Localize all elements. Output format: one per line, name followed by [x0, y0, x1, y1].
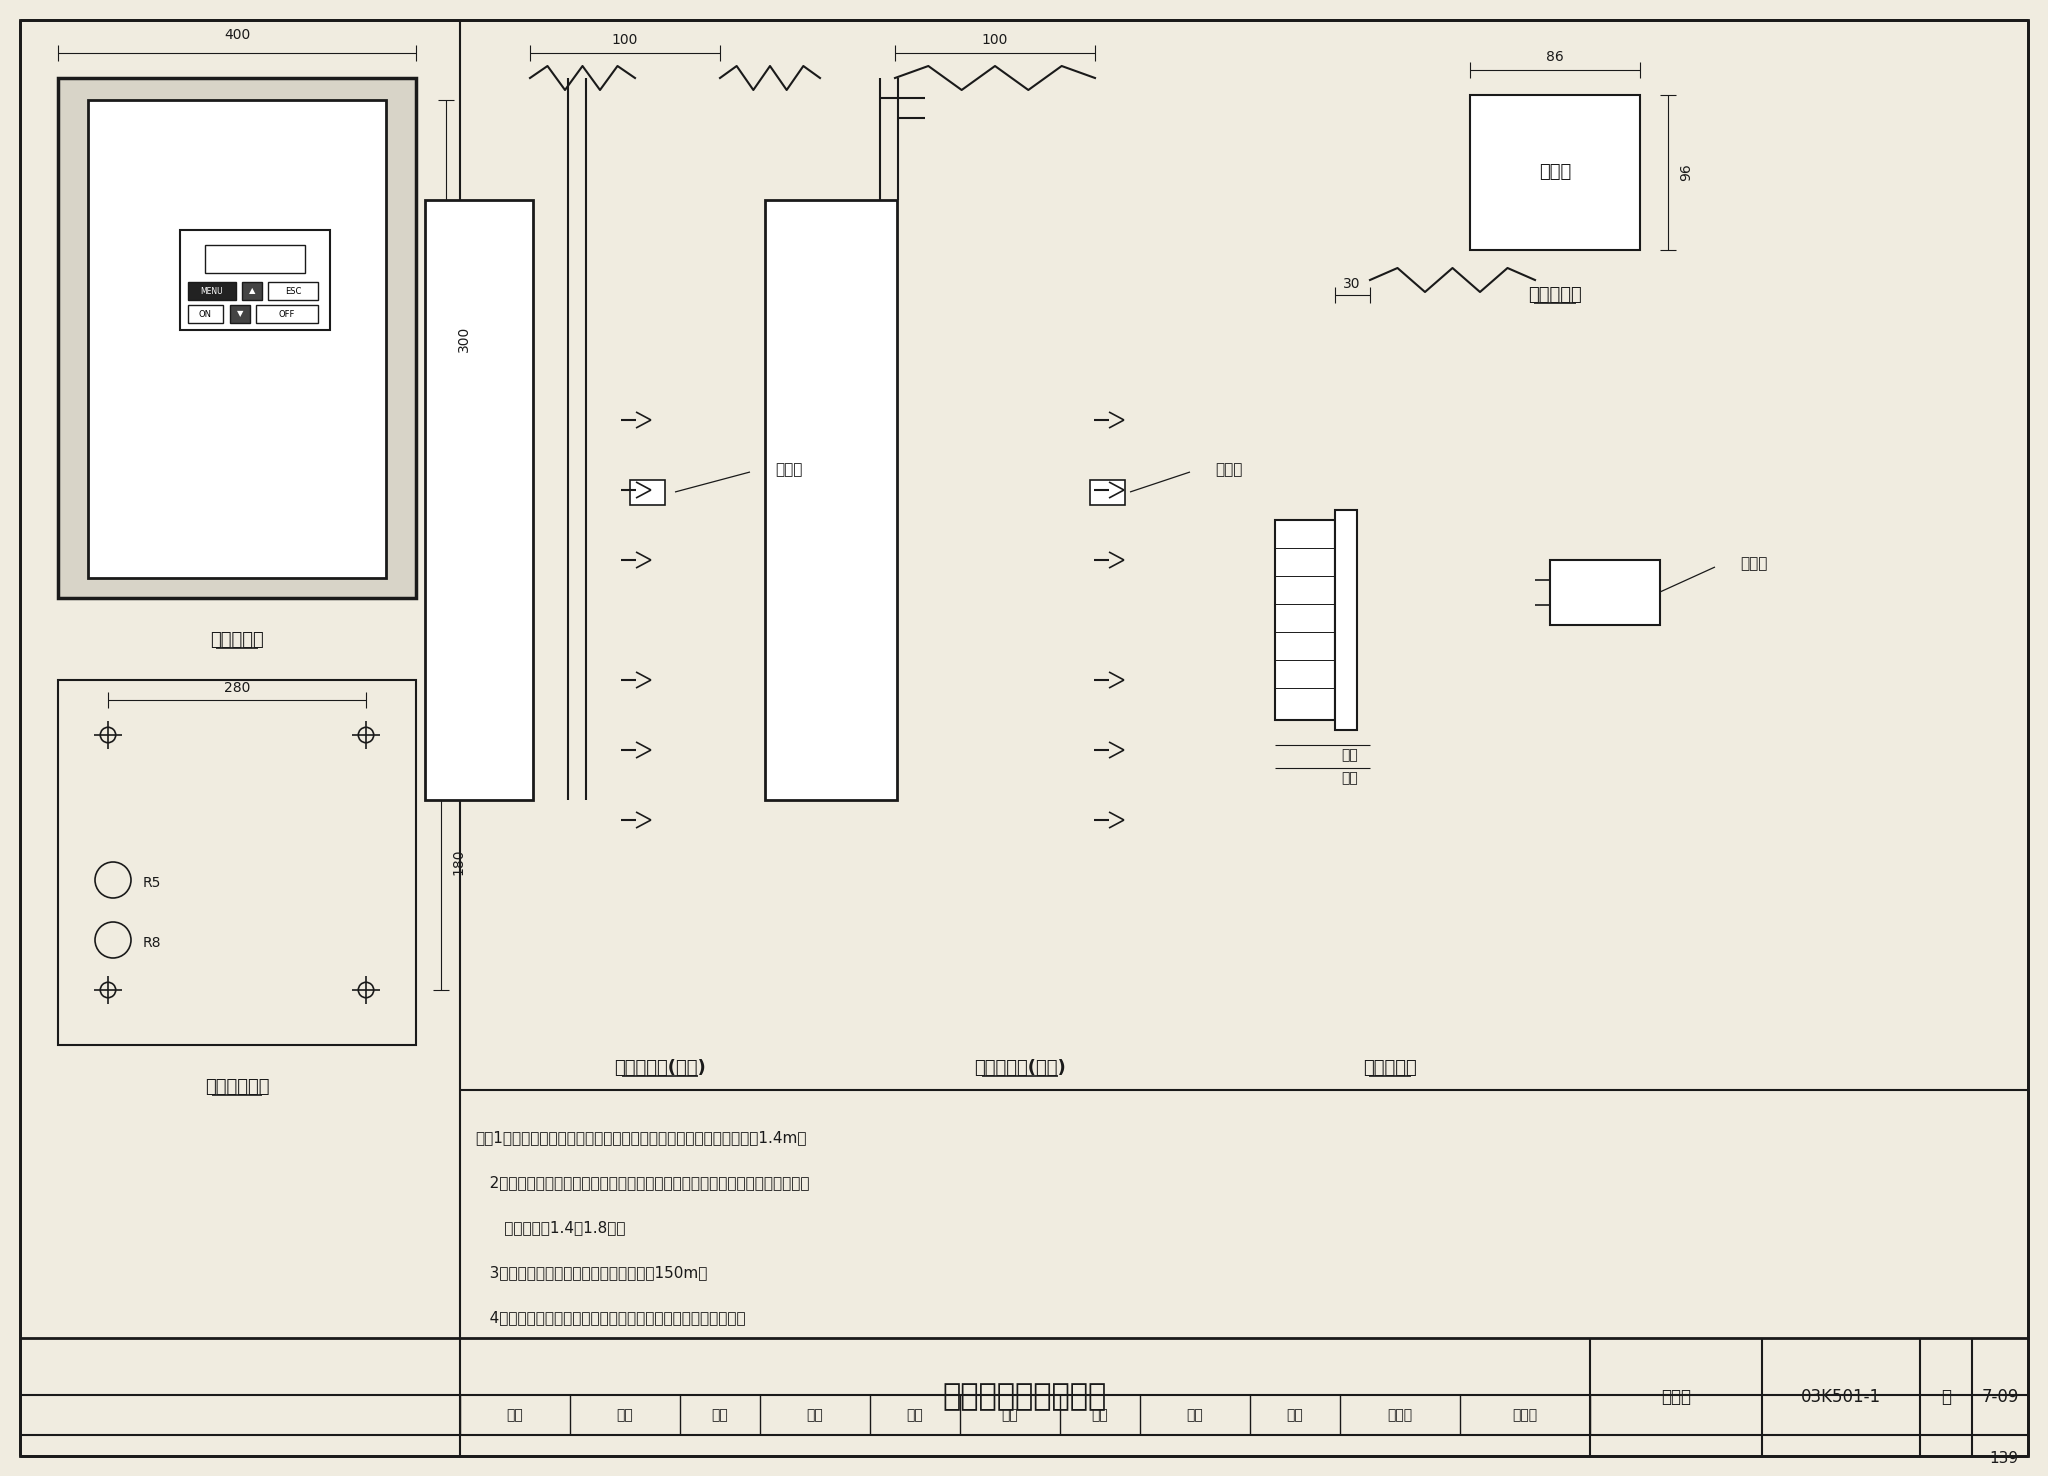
Text: 俞晨: 俞晨	[1186, 1408, 1204, 1421]
Text: R8: R8	[143, 936, 162, 951]
Bar	[631, 480, 666, 505]
Text: 创绘: 创绘	[711, 1408, 729, 1421]
Text: 300: 300	[457, 326, 471, 353]
Text: 96: 96	[1679, 164, 1694, 182]
Text: 控制箱与温感器安装: 控制箱与温感器安装	[942, 1383, 1108, 1411]
Text: 4．本图是根据浙江伊吉电器（浙江）有限公司提供资料编制。: 4．本图是根据浙江伊吉电器（浙江）有限公司提供资料编制。	[475, 1311, 745, 1325]
Bar	[895, 78, 1096, 1020]
Bar	[242, 282, 262, 300]
Text: 180: 180	[451, 849, 465, 875]
Text: 俞晨: 俞晨	[616, 1408, 633, 1421]
Text: 温感器: 温感器	[1538, 162, 1571, 182]
Bar	[1276, 520, 1335, 720]
Bar	[268, 282, 317, 300]
Text: 校对: 校对	[907, 1408, 924, 1421]
Bar	[895, 78, 1096, 1020]
Bar	[88, 100, 385, 579]
Text: 30: 30	[1343, 277, 1360, 291]
Text: 控制箱安装(暗管): 控制箱安装(暗管)	[614, 1058, 707, 1077]
Text: OFF: OFF	[279, 310, 295, 319]
Text: 页: 页	[1942, 1387, 1952, 1407]
Text: R5: R5	[143, 875, 162, 890]
Text: 280: 280	[223, 680, 250, 695]
Text: 100: 100	[981, 32, 1008, 47]
Bar	[188, 306, 223, 323]
Bar	[1370, 280, 1536, 1020]
Text: 俞晨: 俞晨	[1001, 1408, 1018, 1421]
Text: 2．温感器应安装在供暖区域中能正确反映室内温度且不受任何热干扰的位置，: 2．温感器应安装在供暖区域中能正确反映室内温度且不受任何热干扰的位置，	[475, 1175, 809, 1190]
Bar	[721, 78, 819, 1020]
Text: ▼: ▼	[238, 310, 244, 319]
Text: 创绘: 创绘	[1092, 1408, 1108, 1421]
Bar	[1090, 480, 1124, 505]
Text: MENU: MENU	[201, 286, 223, 295]
Text: 俞晨: 俞晨	[807, 1408, 823, 1421]
Text: 温感器安装: 温感器安装	[1364, 1058, 1417, 1077]
Bar	[426, 201, 532, 800]
Text: 面板: 面板	[1341, 748, 1358, 762]
Bar	[766, 201, 897, 800]
Text: 7-09: 7-09	[1980, 1387, 2019, 1407]
Text: 注：1．控制箱应安装在有人值班或便于操作的场所，箱底距地面一般1.4m。: 注：1．控制箱应安装在有人值班或便于操作的场所，箱底距地面一般1.4m。	[475, 1131, 807, 1145]
Text: 陈学志: 陈学志	[1511, 1408, 1538, 1421]
Text: 审核: 审核	[506, 1408, 524, 1421]
Text: 接线盒: 接线盒	[1741, 556, 1767, 571]
Bar	[530, 78, 635, 1020]
Bar	[1370, 280, 1536, 1020]
Text: 设计: 设计	[1286, 1408, 1303, 1421]
Text: ▲: ▲	[248, 286, 256, 295]
Text: ON: ON	[199, 310, 211, 319]
Text: 图集号: 图集号	[1661, 1387, 1692, 1407]
Text: 139: 139	[1989, 1451, 2017, 1466]
Bar	[1550, 559, 1661, 624]
Text: 3．温感器与控制箱的连线长度不宜超过150m。: 3．温感器与控制箱的连线长度不宜超过150m。	[475, 1265, 707, 1280]
Bar	[57, 78, 416, 598]
Bar	[256, 306, 317, 323]
Bar	[57, 680, 416, 1045]
Text: 100: 100	[612, 32, 639, 47]
Text: 接线盒: 接线盒	[774, 462, 803, 478]
Bar	[180, 230, 330, 331]
Bar	[229, 306, 250, 323]
Text: 接线盒: 接线盒	[1214, 462, 1243, 478]
Text: 03K501-1: 03K501-1	[1800, 1387, 1880, 1407]
Text: 400: 400	[223, 28, 250, 41]
Text: 温感器外形: 温感器外形	[1528, 286, 1581, 304]
Text: ESC: ESC	[285, 286, 301, 295]
Bar	[188, 282, 236, 300]
Bar	[721, 78, 819, 1020]
Text: 陈学志: 陈学志	[1386, 1408, 1413, 1421]
Text: 安装高宜为1.4～1.8米。: 安装高宜为1.4～1.8米。	[475, 1221, 625, 1235]
Bar	[530, 78, 635, 1020]
Bar	[1470, 94, 1640, 249]
Text: 控制箱外形: 控制箱外形	[211, 632, 264, 649]
Text: 86: 86	[1546, 50, 1565, 63]
Bar	[1335, 511, 1358, 731]
Text: 控制箱安装(明管): 控制箱安装(明管)	[975, 1058, 1065, 1077]
Text: 底座: 底座	[1341, 770, 1358, 785]
Text: 控制箱安装孔: 控制箱安装孔	[205, 1077, 268, 1097]
Bar	[205, 245, 305, 273]
